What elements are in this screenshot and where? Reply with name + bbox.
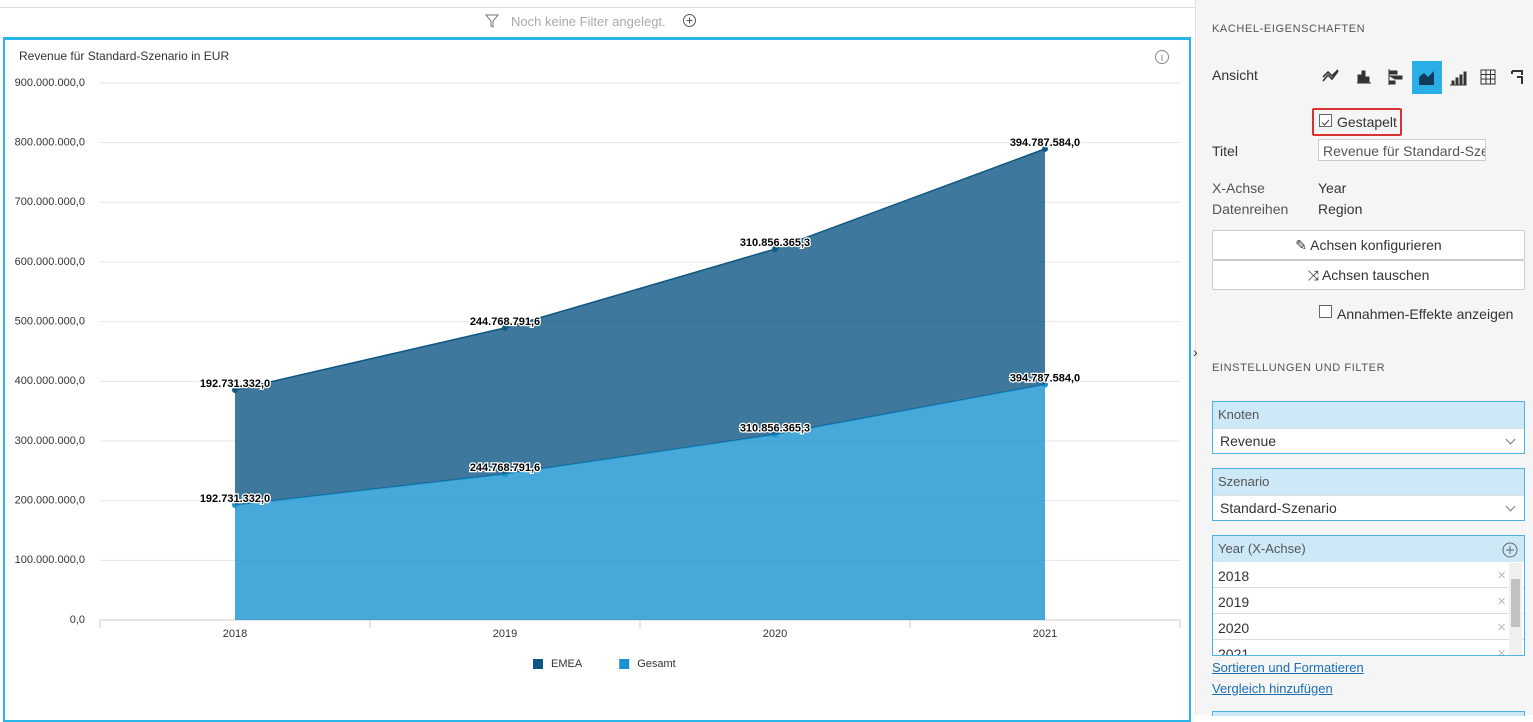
scenario-filter: Szenario Standard-Szenario bbox=[1212, 468, 1525, 521]
value: Year bbox=[1318, 180, 1347, 196]
sort-link[interactable]: Sortieren und Formatieren bbox=[1212, 660, 1364, 675]
y-tick-label: 300.000.000,0 bbox=[15, 435, 85, 447]
view-icons[interactable] bbox=[1316, 61, 1531, 94]
data-label: 192.731.332,0 bbox=[200, 378, 270, 390]
label: X-Achse bbox=[1212, 180, 1265, 196]
year-item[interactable]: 2020 × bbox=[1213, 614, 1524, 640]
remove-icon[interactable]: × bbox=[1497, 619, 1506, 636]
label: Titel bbox=[1212, 143, 1238, 159]
year-item[interactable]: 2019 × bbox=[1213, 588, 1524, 614]
y-tick-label: 600.000.000,0 bbox=[15, 256, 85, 268]
point bbox=[232, 387, 238, 394]
button-label: Achsen tauschen bbox=[1321, 267, 1430, 283]
value: Region bbox=[1318, 201, 1363, 217]
data-label: 244.768.791,6 bbox=[470, 316, 540, 328]
point bbox=[502, 324, 508, 331]
area bbox=[235, 148, 1045, 506]
label: Ansicht bbox=[1212, 67, 1258, 83]
y-tick-label: 800.000.000,0 bbox=[15, 137, 85, 149]
assumptions-checkbox[interactable] bbox=[1319, 305, 1332, 318]
legend-swatch bbox=[533, 659, 543, 669]
data-label: 394.787.584,0 bbox=[1010, 372, 1080, 384]
year-list: 2018 × 2019 × 2020 × 2021 × bbox=[1213, 562, 1524, 656]
stacked-checkbox[interactable] bbox=[1319, 114, 1332, 127]
filter-icon[interactable] bbox=[484, 13, 500, 29]
y-tick-label: 100.000.000,0 bbox=[15, 554, 85, 566]
data-label: 244.768.791,6 bbox=[470, 462, 540, 474]
info-icon[interactable] bbox=[1155, 50, 1169, 64]
y-tick-label: 500.000.000,0 bbox=[15, 316, 85, 328]
add-year[interactable] bbox=[1501, 541, 1519, 559]
point bbox=[1042, 145, 1048, 152]
data-label: 310.856.365,3 bbox=[740, 422, 810, 434]
chart-title: Revenue für Standard-Szenario in EUR bbox=[19, 49, 229, 63]
section-title: EINSTELLUNGEN UND FILTER bbox=[1212, 362, 1386, 374]
x-tick-label: 2018 bbox=[223, 628, 247, 640]
compare-link[interactable]: Vergleich hinzufügen bbox=[1212, 681, 1333, 696]
year-text: 2018 bbox=[1218, 568, 1250, 584]
sidebar: › KACHEL-EIGENSCHAFTEN Ansicht Gestapelt… bbox=[1193, 0, 1533, 716]
y-tick-label: 400.000.000,0 bbox=[15, 375, 85, 387]
node-filter: Knoten Revenue bbox=[1212, 401, 1525, 454]
checkbox-label: Annahmen-Effekte anzeigen bbox=[1337, 306, 1514, 322]
filter-label: Szenario bbox=[1218, 474, 1270, 489]
scenario-select[interactable]: Standard-Szenario bbox=[1213, 495, 1524, 520]
y-tick-label: 0,0 bbox=[70, 614, 85, 626]
year-text: 2021 bbox=[1218, 646, 1250, 656]
collapse-toggle[interactable]: › bbox=[1193, 344, 1198, 360]
remove-icon[interactable]: × bbox=[1497, 593, 1506, 610]
year-item[interactable]: 2021 × bbox=[1213, 640, 1524, 656]
button-label: Achsen konfigurieren bbox=[1310, 237, 1442, 253]
highlight bbox=[1312, 108, 1402, 136]
y-tick-label: 200.000.000,0 bbox=[15, 495, 85, 507]
checkbox-label: Gestapelt bbox=[1337, 114, 1397, 130]
year-item[interactable]: 2018 × bbox=[1213, 562, 1524, 588]
point bbox=[772, 246, 778, 253]
filter-text: Noch keine Filter angelegt. bbox=[511, 14, 666, 29]
top-rule bbox=[0, 7, 1195, 8]
scrollbar[interactable] bbox=[1509, 563, 1522, 655]
year-text: 2020 bbox=[1218, 620, 1250, 636]
configure-axes-button[interactable]: ✎ Achsen konfigurieren bbox=[1212, 230, 1525, 260]
x-tick-label: 2019 bbox=[493, 628, 517, 640]
area-line bbox=[234, 148, 1046, 391]
section-title: KACHEL-EIGENSCHAFTEN bbox=[1212, 23, 1366, 35]
swap-axes-button[interactable]: ⤨ Achsen tauschen bbox=[1212, 260, 1525, 290]
node-select[interactable]: Revenue bbox=[1213, 428, 1524, 453]
y-tick-label: 900.000.000,0 bbox=[15, 77, 85, 89]
add-filter[interactable] bbox=[682, 13, 697, 28]
title-input[interactable]: Revenue für Standard-Szenario bbox=[1318, 139, 1486, 161]
data-label: 394.787.584,0 bbox=[1010, 137, 1080, 149]
filter-label: Year (X-Achse) bbox=[1218, 541, 1306, 556]
chart: Revenue für Standard-Szenario in EUR 0,0… bbox=[15, 49, 1181, 670]
data-label: 310.856.365,3 bbox=[740, 237, 810, 249]
year-text: 2019 bbox=[1218, 594, 1250, 610]
area bbox=[235, 384, 1045, 620]
filter-label: Knoten bbox=[1218, 407, 1260, 422]
remove-icon[interactable]: × bbox=[1497, 567, 1506, 584]
label: Datenreihen bbox=[1212, 201, 1289, 217]
y-tick-label: 700.000.000,0 bbox=[15, 196, 85, 208]
year-filter: Year (X-Achse) 2018 × 2019 × 2020 × 2021 × bbox=[1212, 535, 1525, 656]
data-label: 192.731.332,0 bbox=[200, 493, 270, 505]
x-tick-label: 2020 bbox=[763, 628, 787, 640]
remove-icon[interactable]: × bbox=[1497, 645, 1506, 656]
legend-swatch bbox=[619, 659, 630, 669]
legend-label: EMEA bbox=[551, 658, 583, 670]
x-tick-label: 2021 bbox=[1033, 628, 1057, 640]
next-box bbox=[1212, 711, 1525, 716]
legend-label: Gesamt bbox=[637, 658, 676, 670]
